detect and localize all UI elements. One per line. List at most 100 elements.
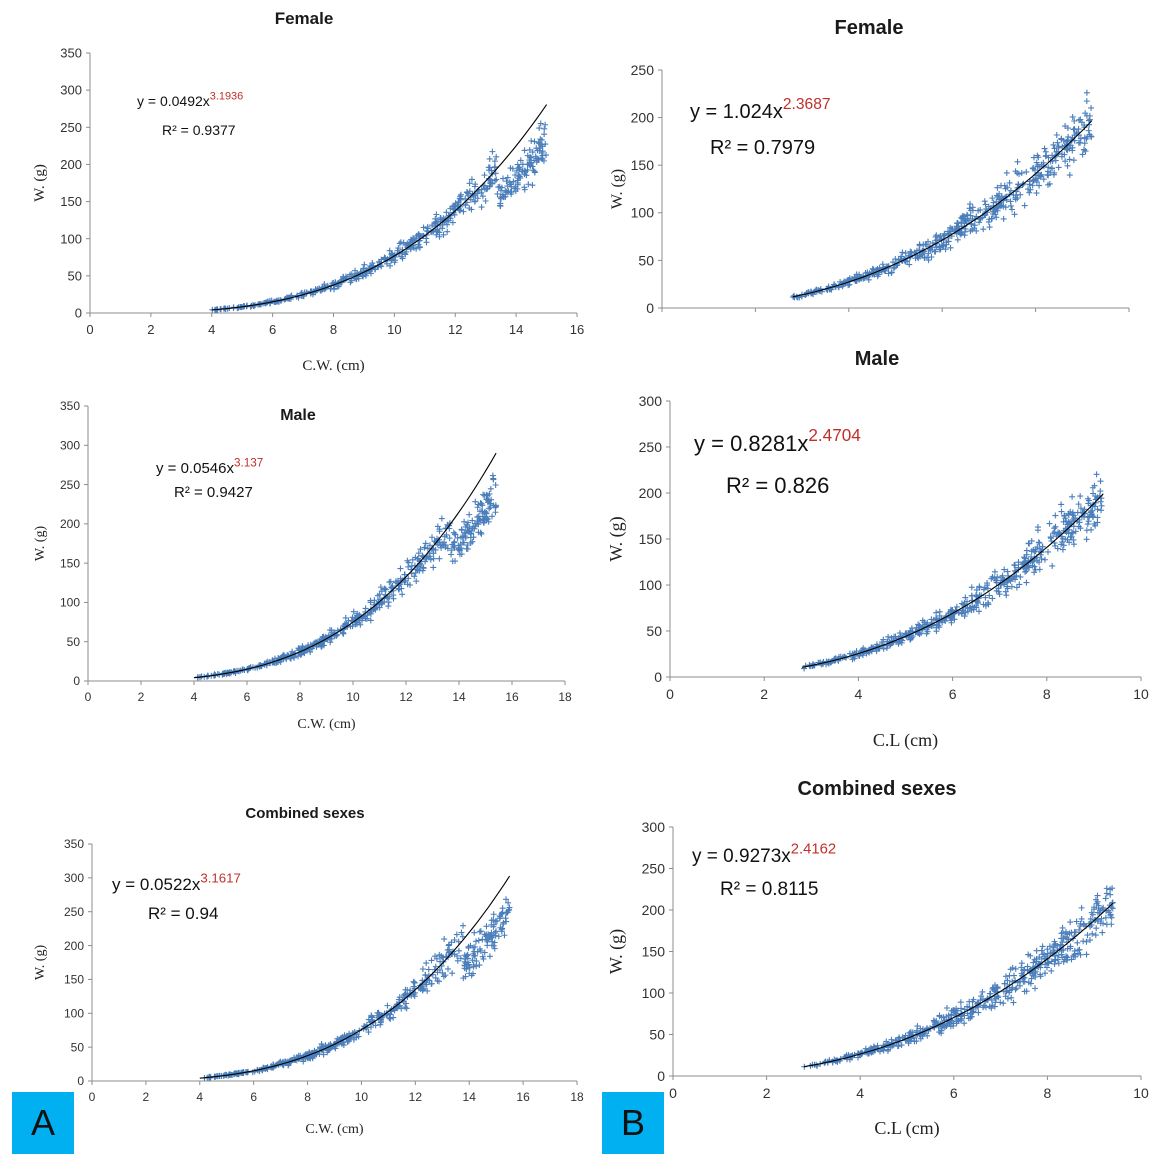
data-point <box>419 966 426 973</box>
data-point <box>424 545 431 552</box>
x-axis-label: C.W. (cm) <box>305 1122 364 1137</box>
x-tick-label: 2 <box>147 322 154 337</box>
data-point <box>360 273 367 280</box>
r-squared-label: R² = 0.9427 <box>174 484 253 501</box>
data-point <box>989 195 996 202</box>
data-point <box>1070 536 1077 543</box>
data-point <box>954 220 961 227</box>
data-point <box>463 189 470 196</box>
data-point <box>474 504 481 511</box>
data-point <box>488 167 495 174</box>
y-tick-label: 250 <box>642 860 666 876</box>
x-tick-label: 6 <box>950 1085 958 1101</box>
data-point <box>478 530 485 537</box>
data-point <box>986 224 993 231</box>
data-point <box>361 261 368 268</box>
data-point <box>443 209 450 216</box>
data-point <box>521 147 528 154</box>
data-point <box>1054 942 1061 949</box>
y-axis-label: W. (g) <box>606 516 627 561</box>
data-point <box>451 544 458 551</box>
data-point <box>963 211 970 218</box>
data-point <box>492 502 499 509</box>
data-point <box>423 235 430 242</box>
y-tick-label: 250 <box>60 120 82 135</box>
data-point <box>542 141 549 148</box>
data-point <box>477 928 484 935</box>
data-point <box>928 253 935 260</box>
data-point <box>1061 512 1068 519</box>
data-point <box>426 542 433 549</box>
x-tick-label: 6 <box>250 1090 257 1104</box>
data-point <box>1055 960 1062 967</box>
data-point <box>889 259 896 266</box>
data-point <box>837 278 844 285</box>
data-point <box>327 285 334 292</box>
y-tick-label: 150 <box>64 973 84 987</box>
data-point <box>1018 170 1025 177</box>
data-point <box>1033 190 1040 197</box>
data-point <box>864 269 871 276</box>
data-point <box>436 555 443 562</box>
data-point <box>352 621 359 628</box>
data-point <box>1083 536 1090 543</box>
y-tick-label: 100 <box>642 985 666 1001</box>
data-point <box>1066 172 1073 179</box>
data-point <box>1026 181 1033 188</box>
data-point <box>458 929 465 936</box>
data-point <box>358 617 365 624</box>
data-point <box>1071 947 1078 954</box>
data-point <box>454 534 461 541</box>
data-point <box>319 1043 326 1050</box>
data-point <box>996 591 1003 598</box>
data-point <box>332 1045 339 1052</box>
data-point <box>489 513 496 520</box>
data-point <box>856 652 863 659</box>
data-point <box>543 152 550 159</box>
trend-line <box>199 875 511 1079</box>
data-point <box>401 991 408 998</box>
data-point <box>469 517 476 524</box>
x-tick-label: 0 <box>666 686 674 702</box>
data-point <box>1069 113 1076 120</box>
data-point <box>1050 171 1057 178</box>
data-point <box>1083 98 1090 105</box>
data-point <box>1034 163 1041 170</box>
data-point <box>439 541 446 548</box>
y-tick-label: 350 <box>64 837 84 851</box>
data-point <box>919 617 926 624</box>
data-point <box>1007 202 1014 209</box>
data-point <box>447 215 454 222</box>
data-point <box>1038 956 1045 963</box>
data-point <box>318 642 325 649</box>
data-point <box>471 183 478 190</box>
data-point <box>1098 502 1105 509</box>
y-tick-label: 200 <box>642 902 666 918</box>
data-point <box>392 578 399 585</box>
data-point <box>455 546 462 553</box>
data-point <box>976 608 983 615</box>
x-tick-label: 6 <box>949 686 957 702</box>
data-point <box>423 960 430 967</box>
data-point <box>479 193 486 200</box>
data-point <box>931 248 938 255</box>
data-point <box>526 157 533 164</box>
x-tick-label: 14 <box>509 322 523 337</box>
data-point <box>1052 542 1059 549</box>
x-tick-label: 0 <box>86 322 93 337</box>
data-point <box>468 176 475 183</box>
data-point <box>428 957 435 964</box>
y-tick-label: 100 <box>631 205 655 221</box>
data-point <box>514 161 521 168</box>
data-point <box>1049 165 1056 172</box>
data-point <box>1009 984 1016 991</box>
data-point <box>455 199 462 206</box>
x-axis-label: C.W. (cm) <box>297 717 356 732</box>
data-point <box>994 573 1001 580</box>
data-point <box>969 998 976 1005</box>
data-point <box>390 595 397 602</box>
data-point <box>1077 493 1084 500</box>
data-point <box>953 603 960 610</box>
data-point <box>923 241 930 248</box>
data-point <box>275 1060 282 1067</box>
